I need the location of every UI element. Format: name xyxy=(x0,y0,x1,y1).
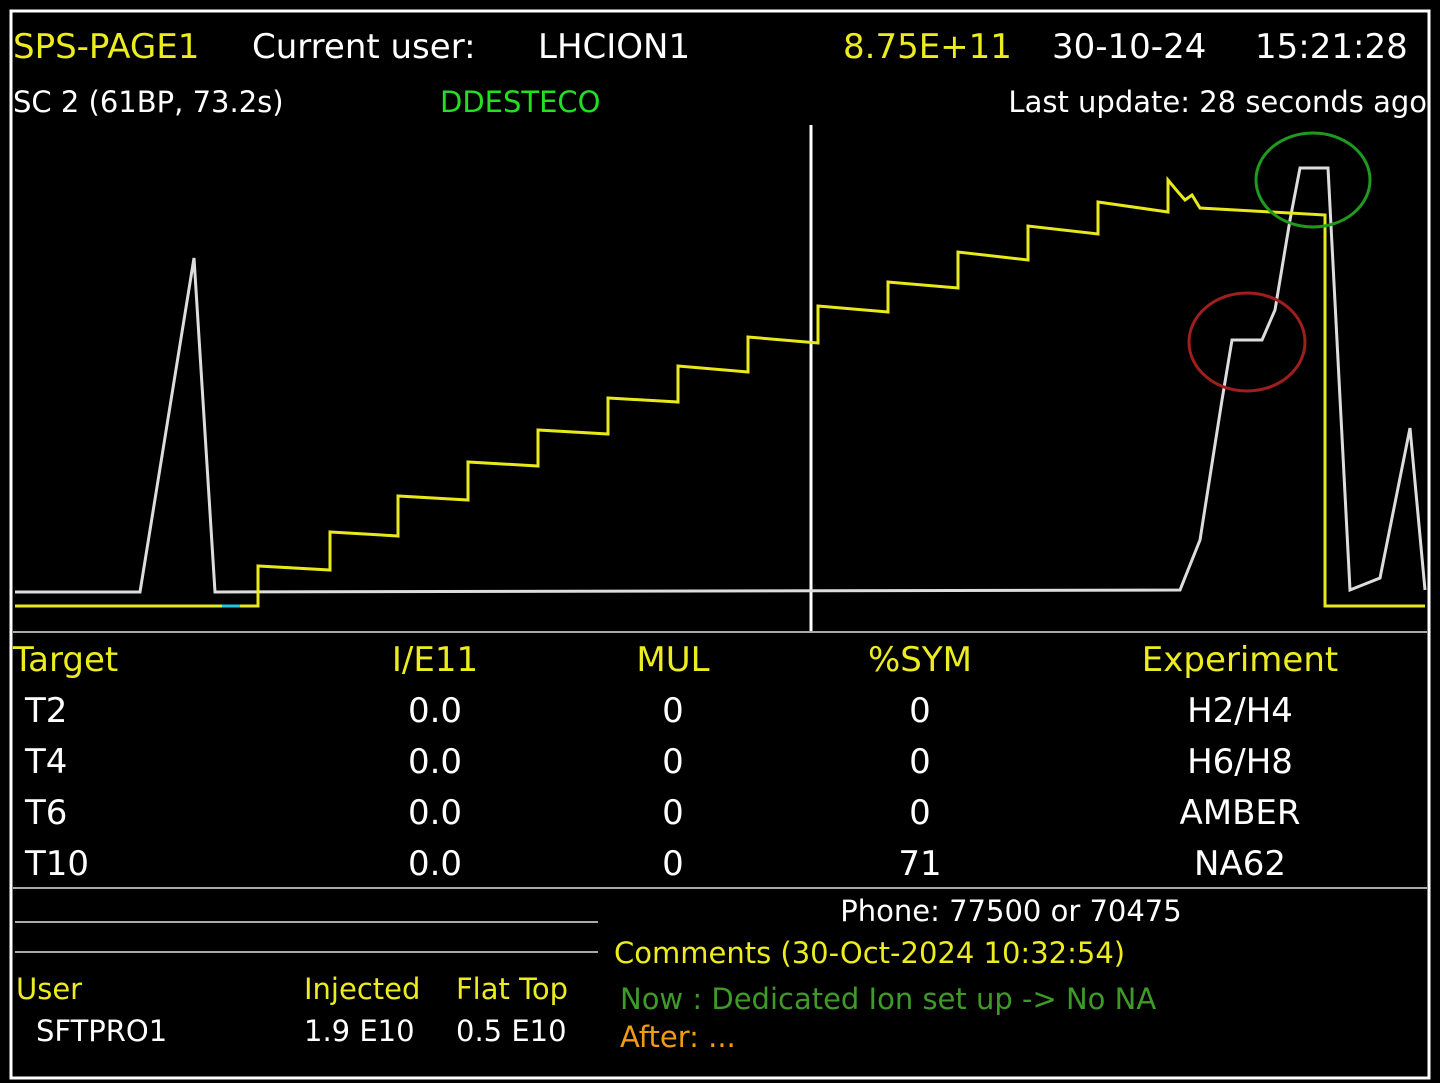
intensity: 8.75E+11 xyxy=(843,27,1012,67)
column-header: MUL xyxy=(636,640,710,680)
table-cell: AMBER xyxy=(1179,793,1301,833)
time: 15:21:28 xyxy=(1255,27,1408,67)
table-cell: 0 xyxy=(909,691,931,731)
table-cell: 0.5 E10 xyxy=(456,1014,567,1048)
yellow-trace xyxy=(15,175,1425,608)
comments: Comments (30-Oct-2024 10:32:54) xyxy=(614,936,1126,970)
last-update: Last update: 28 seconds ago xyxy=(1008,85,1427,119)
table-cell: H2/H4 xyxy=(1187,691,1293,731)
green-circle xyxy=(1254,131,1372,229)
column-header: Target xyxy=(13,640,119,680)
table-cell: 0 xyxy=(662,793,684,833)
column-header: User xyxy=(16,972,83,1006)
column-header: I/E11 xyxy=(391,640,479,680)
table-cell: T10 xyxy=(25,844,90,884)
table-cell: T4 xyxy=(25,742,68,782)
now: Now : Dedicated Ion set up -> No NA xyxy=(620,982,1157,1016)
white-trace xyxy=(15,166,1427,594)
table-cell: 0 xyxy=(662,742,684,782)
table-cell: 0 xyxy=(909,742,931,782)
phone: Phone: 77500 or 70475 xyxy=(840,894,1182,928)
operator: DDESTECO xyxy=(440,85,601,119)
table-cell: 0.0 xyxy=(407,691,463,731)
table-cell: 71 xyxy=(898,844,942,884)
table-cell: 0.0 xyxy=(407,793,463,833)
table-cell: 1.9 E10 xyxy=(304,1014,415,1048)
cycle: SC 2 (61BP, 73.2s) xyxy=(13,85,284,119)
table-cell: 0.0 xyxy=(407,742,463,782)
table-cell: 0 xyxy=(909,793,931,833)
page-name: SPS-PAGE1 xyxy=(13,27,200,67)
table-cell: NA62 xyxy=(1194,844,1286,884)
column-header: Injected xyxy=(304,972,421,1006)
table-cell: 0 xyxy=(662,691,684,731)
table-cell: 0 xyxy=(662,844,684,884)
column-header: Flat Top xyxy=(456,972,569,1006)
user: LHCION1 xyxy=(538,27,691,67)
column-header: Experiment xyxy=(1141,640,1339,680)
border xyxy=(9,9,1431,1080)
table-cell: T2 xyxy=(25,691,68,731)
column-header: %SYM xyxy=(868,640,972,680)
red-circle xyxy=(1187,291,1307,393)
date: 30-10-24 xyxy=(1052,27,1207,67)
table-cell: 0.0 xyxy=(407,844,463,884)
after: After: ... xyxy=(620,1020,736,1054)
table-cell: H6/H8 xyxy=(1187,742,1293,782)
table-cell: SFTPRO1 xyxy=(36,1014,168,1048)
user-label: Current user: xyxy=(252,27,476,67)
table-cell: T6 xyxy=(25,793,68,833)
